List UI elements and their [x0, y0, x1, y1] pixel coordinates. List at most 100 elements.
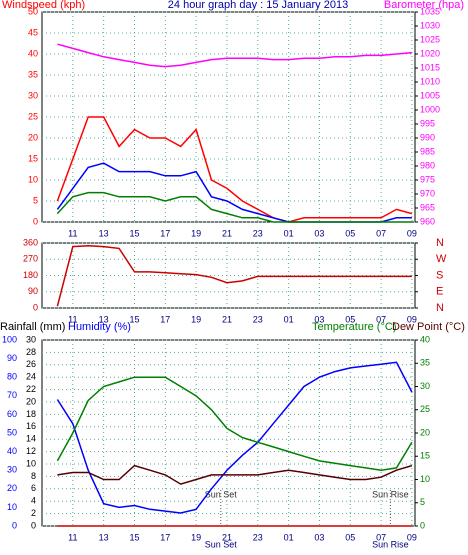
y2-tick-label: 1030: [420, 20, 440, 30]
x-tick-label: 19: [191, 228, 201, 238]
x-tick-label: 13: [99, 228, 109, 238]
y2-tick-label: 980: [420, 160, 435, 170]
legend-label: Dew Point (°C): [392, 321, 465, 333]
y-tick-label: 24: [26, 372, 36, 382]
x-tick-label: 15: [129, 228, 139, 238]
x-tick-label: 17: [160, 314, 170, 324]
y-tick-label: 10: [26, 458, 36, 468]
y2-tick-label: 1020: [420, 48, 440, 58]
y-tick-label: 20: [28, 132, 38, 142]
x-tick-label: 09: [407, 228, 417, 238]
y-tick-label: 270: [23, 254, 38, 264]
x-tick-label: 05: [345, 314, 355, 324]
y3-tick-label: 90: [7, 353, 17, 363]
x-tick-label: 17: [160, 228, 170, 238]
y-tick-label: 30: [28, 90, 38, 100]
y2-tick-label: 40: [420, 334, 430, 344]
y2-tick-label: 0: [420, 520, 425, 530]
y-tick-label: 25: [28, 111, 38, 121]
y2-tick-label: 30: [420, 381, 430, 391]
y-tick-label: 0: [33, 302, 38, 312]
x-tick-label: 05: [345, 228, 355, 238]
y2-tick-label: 1015: [420, 62, 440, 72]
y2-tick-label: 960: [420, 216, 435, 226]
x-tick-label: 13: [99, 532, 109, 542]
y-tick-label: 20: [26, 396, 36, 406]
y-tick-label: 26: [26, 359, 36, 369]
series-line: [56, 376, 413, 471]
y3-tick-label: 0: [12, 520, 17, 530]
series-line: [56, 361, 413, 514]
x-tick-label: 09: [407, 532, 417, 542]
y-tick-label: 360: [23, 237, 38, 247]
x-tick-label: 15: [129, 314, 139, 324]
y-tick-label: 15: [28, 153, 38, 163]
y2-tick-label: E: [436, 286, 443, 298]
x-tick-label: 13: [99, 314, 109, 324]
x-tick-label: 19: [191, 314, 201, 324]
series-line: [56, 116, 413, 223]
annotation: Sun Rise: [372, 489, 409, 499]
y2-tick-label: 1025: [420, 34, 440, 44]
y-tick-label: 2: [31, 508, 36, 518]
y2-tick-label: 1000: [420, 104, 440, 114]
y2-tick-label: 985: [420, 146, 435, 156]
y-tick-label: 22: [26, 384, 36, 394]
y-tick-label: 5: [33, 195, 38, 205]
series-line: [57, 43, 412, 68]
y2-tick-label: W: [436, 253, 447, 265]
y-tick-label: 180: [23, 270, 38, 280]
y2-tick-label: 5: [420, 497, 425, 507]
x-tick-label: 23: [253, 314, 263, 324]
y2-tick-label: 15: [420, 451, 430, 461]
y-axis-label: Windspeed (kph): [2, 0, 85, 11]
x-tick-label: 01: [284, 532, 294, 542]
y2-tick-label: 970: [420, 188, 435, 198]
x-tick-label: 19: [191, 532, 201, 542]
y-tick-label: 6: [31, 483, 36, 493]
y-tick-label: 8: [31, 471, 36, 481]
x-tick-label: 11: [68, 532, 77, 542]
y2-tick-label: 25: [420, 404, 430, 414]
y3-tick-label: 20: [7, 483, 17, 493]
y-tick-label: 16: [26, 421, 36, 431]
y-tick-label: 12: [26, 446, 36, 456]
y-tick-label: 30: [26, 334, 36, 344]
y2-tick-label: 995: [420, 118, 435, 128]
y-tick-label: 0: [33, 216, 38, 226]
y2-tick-label: N: [436, 237, 444, 249]
x-tick-label: 05: [345, 532, 355, 542]
annotation: Sun Set: [205, 489, 238, 499]
x-tick-label: 21: [222, 314, 232, 324]
y2-tick-label: 20: [420, 427, 430, 437]
y2-tick-label: 1005: [420, 90, 440, 100]
legend-label: Temperature (°C): [312, 321, 396, 333]
y3-tick-label: 80: [7, 372, 17, 382]
y2-tick-label: 1035: [420, 6, 440, 16]
chart-title: 24 hour graph day : 15 January 2013: [168, 0, 348, 11]
legend-label: Rainfall (mm): [0, 321, 65, 333]
y3-tick-label: 50: [7, 427, 17, 437]
y3-tick-label: 70: [7, 390, 17, 400]
x-tick-label: 11: [68, 228, 77, 238]
y2-tick-label: 1010: [420, 76, 440, 86]
x-tick-label: 01: [284, 314, 294, 324]
y3-tick-label: 10: [7, 502, 17, 512]
y2-tick-label: 10: [420, 474, 430, 484]
x-tick-label: 15: [129, 532, 139, 542]
x-tick-label: 03: [314, 228, 324, 238]
series-line: [57, 464, 413, 485]
x-tick-label: 23: [253, 532, 263, 542]
y2-tick-label: S: [436, 269, 443, 281]
x-tick-label: 21: [222, 228, 232, 238]
series-line: [56, 244, 412, 307]
y-tick-label: 50: [28, 6, 38, 16]
plot-area: [41, 339, 416, 527]
y3-tick-label: 40: [7, 446, 17, 456]
y2-tick-label: N: [436, 302, 444, 314]
x-tick-label: 07: [376, 228, 386, 238]
x-tick-label: 03: [314, 314, 324, 324]
y3-tick-label: 60: [7, 409, 17, 419]
x-tick-label: 07: [376, 532, 386, 542]
